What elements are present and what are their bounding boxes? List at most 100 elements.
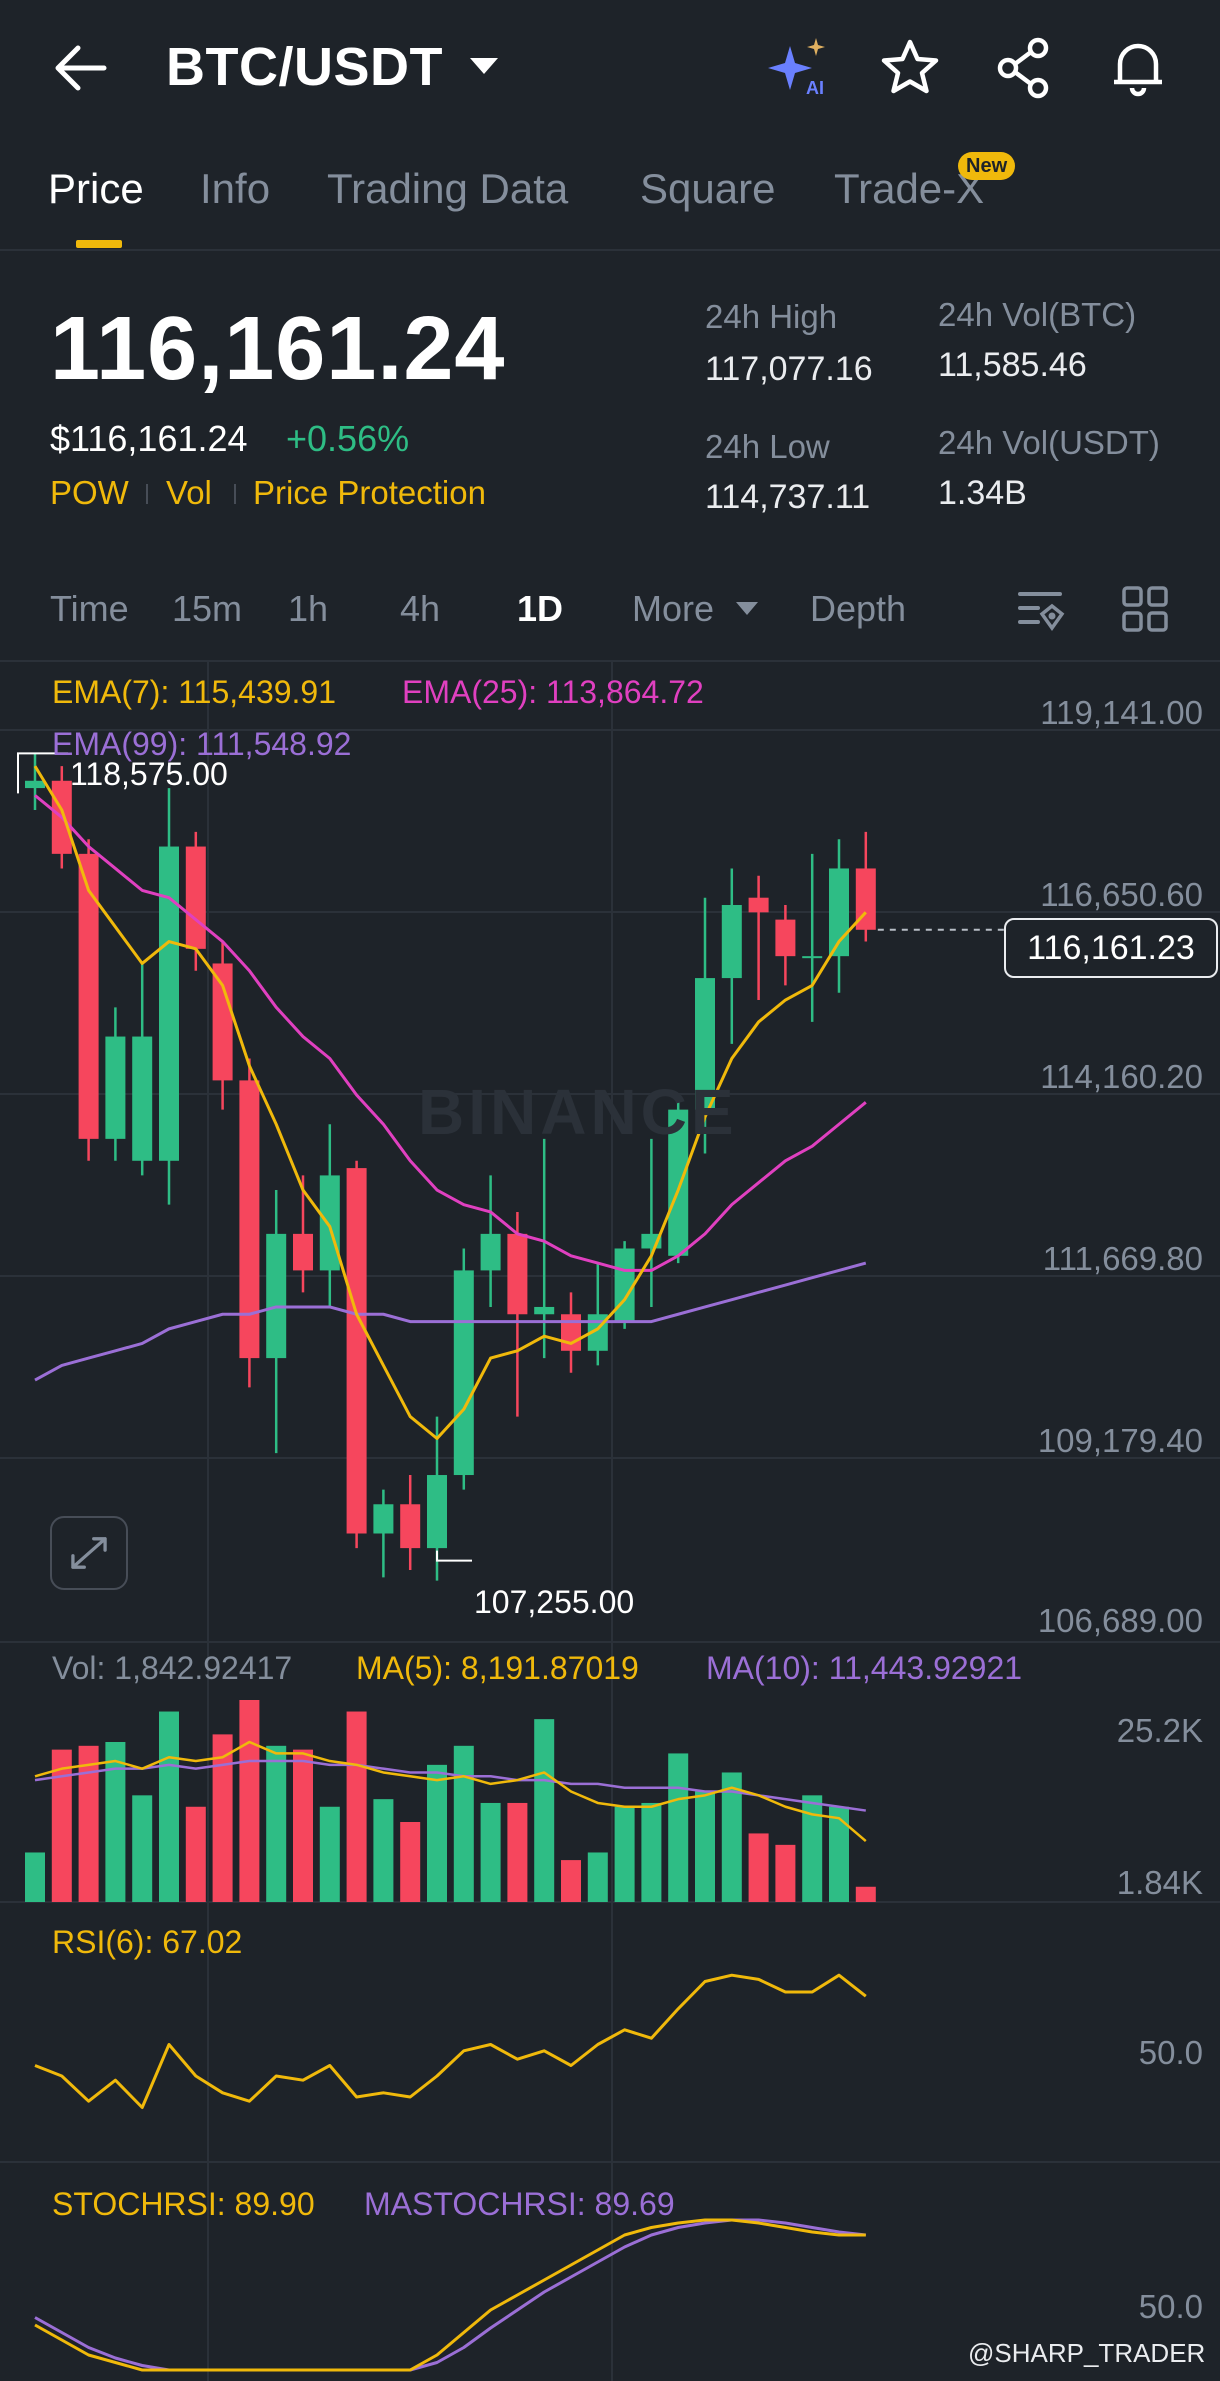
pair-title[interactable]: BTC/USDT bbox=[166, 37, 443, 97]
candle-body bbox=[212, 963, 233, 1081]
stoch-axis-label: 50.0 bbox=[1138, 2288, 1203, 2325]
candle-body bbox=[373, 1504, 394, 1534]
star-icon[interactable] bbox=[878, 36, 942, 100]
candle-body bbox=[453, 1270, 474, 1476]
back-arrow-icon[interactable] bbox=[52, 40, 112, 96]
volume-bar bbox=[239, 1700, 260, 1902]
rsi-axis-label: 50.0 bbox=[1138, 2034, 1203, 2071]
volume-bar bbox=[668, 1753, 689, 1902]
timeframe-4h[interactable]: 4h bbox=[400, 588, 441, 629]
tag-separator bbox=[234, 484, 236, 504]
candle-body bbox=[480, 1233, 501, 1271]
price-change-percent: +0.56% bbox=[286, 418, 410, 459]
author-credit: @SHARP_TRADER bbox=[968, 2338, 1206, 2368]
last-price-marker: 116,161.23 bbox=[1004, 918, 1218, 978]
tab-square[interactable]: Square bbox=[640, 165, 776, 212]
stat-24h-low-label: 24h Low bbox=[705, 428, 830, 465]
volume-bar bbox=[855, 1886, 876, 1902]
ema7-legend: EMA(7): 115,439.91 bbox=[52, 674, 337, 710]
volume-bar bbox=[51, 1749, 72, 1902]
candle-body bbox=[748, 897, 769, 913]
tab-info[interactable]: Info bbox=[200, 165, 271, 212]
stat-24h-vol-btc-label: 24h Vol(BTC) bbox=[938, 296, 1137, 333]
tab-price[interactable]: Price bbox=[48, 165, 144, 212]
volume-bar bbox=[25, 1852, 45, 1902]
low-price-marker: 107,255.00 bbox=[474, 1584, 635, 1620]
candle-body bbox=[855, 868, 876, 930]
timeframe-more[interactable]: More bbox=[632, 588, 715, 629]
layout-grid-icon[interactable] bbox=[1120, 584, 1170, 634]
share-icon[interactable] bbox=[992, 36, 1056, 100]
candle-body bbox=[266, 1233, 287, 1359]
binance-watermark: BINANCE bbox=[418, 1076, 738, 1148]
timeframe-depth[interactable]: Depth bbox=[810, 588, 907, 629]
volume-bar bbox=[159, 1711, 179, 1902]
tag-vol[interactable]: Vol bbox=[166, 474, 212, 511]
pair-dropdown-caret-icon[interactable] bbox=[470, 58, 498, 74]
volume-bar bbox=[587, 1852, 608, 1902]
volume-bar bbox=[695, 1791, 715, 1902]
ma10-line bbox=[34, 1759, 866, 1812]
candle-body bbox=[346, 1168, 367, 1534]
stat-24h-vol-usdt-value: 1.34B bbox=[938, 474, 1027, 512]
high-marker-leader bbox=[17, 752, 68, 794]
last-price-usd: $116,161.24 bbox=[50, 418, 248, 459]
rsi-line bbox=[34, 1973, 867, 2109]
price-axis-label: 111,669.80 bbox=[1042, 1240, 1203, 1277]
candle-body bbox=[239, 1080, 260, 1359]
low-marker-leader bbox=[436, 1550, 472, 1562]
ema25-legend: EMA(25): 113,864.72 bbox=[402, 674, 704, 710]
timeframe-15m[interactable]: 15m bbox=[172, 588, 243, 629]
price-axis-label: 116,650.60 bbox=[1040, 876, 1203, 913]
timeframe-1h[interactable]: 1h bbox=[288, 588, 329, 629]
ma10-legend: MA(10): 11,443.92921 bbox=[706, 1650, 1023, 1686]
price-axis-label: 106,689.00 bbox=[1037, 1602, 1203, 1639]
bell-icon[interactable] bbox=[1106, 36, 1170, 100]
volume-bar bbox=[802, 1795, 823, 1902]
volume-bar bbox=[829, 1806, 849, 1902]
volume-bar bbox=[346, 1711, 367, 1902]
tag-separator bbox=[146, 484, 148, 504]
candle-body bbox=[319, 1175, 340, 1271]
candle-body bbox=[695, 978, 715, 1110]
timeframe-1d[interactable]: 1D bbox=[517, 588, 564, 629]
ai-sparkle-icon[interactable]: AI bbox=[766, 36, 830, 100]
new-badge: New bbox=[958, 152, 1016, 180]
volume-bar bbox=[721, 1772, 742, 1902]
candle-body bbox=[534, 1306, 555, 1315]
ema99-line bbox=[34, 1261, 867, 1382]
volume-bar bbox=[748, 1833, 769, 1902]
candle-body bbox=[507, 1233, 528, 1315]
ma5-line bbox=[34, 1740, 867, 1842]
volume-bar bbox=[400, 1822, 421, 1902]
volume-axis-label: 1.84K bbox=[1116, 1864, 1203, 1901]
tag-pow[interactable]: POW bbox=[50, 474, 129, 511]
expand-fullscreen-icon[interactable] bbox=[50, 1516, 128, 1590]
candle-body bbox=[614, 1248, 635, 1322]
volume-legend: Vol: 1,842.92417 bbox=[52, 1650, 293, 1686]
stochrsi-legend: STOCHRSI: 89.90 bbox=[52, 2186, 315, 2222]
candle-body bbox=[25, 780, 45, 789]
indicator-settings-icon[interactable] bbox=[1016, 584, 1068, 636]
timeframe-time[interactable]: Time bbox=[50, 588, 129, 629]
more-dropdown-caret-icon[interactable] bbox=[736, 602, 758, 615]
tab-trading-data[interactable]: Trading Data bbox=[327, 165, 569, 212]
tag-price-protection[interactable]: Price Protection bbox=[253, 474, 486, 511]
candle-body bbox=[105, 1036, 126, 1139]
volume-bar bbox=[185, 1806, 206, 1902]
timeframe-divider bbox=[0, 660, 1220, 662]
volume-bar bbox=[480, 1802, 501, 1902]
volume-bar bbox=[561, 1860, 581, 1902]
candle-body bbox=[293, 1233, 313, 1271]
ma5-legend: MA(5): 8,191.87019 bbox=[356, 1650, 639, 1686]
volume-bar bbox=[775, 1844, 796, 1902]
stochrsi-line bbox=[34, 2218, 866, 2372]
candle-body bbox=[721, 905, 742, 979]
ema25-line bbox=[34, 794, 867, 1272]
volume-bar bbox=[78, 1745, 99, 1902]
volume-bar bbox=[373, 1799, 394, 1902]
stat-24h-low-value: 114,737.11 bbox=[705, 478, 871, 516]
high-price-marker: 118,575.00 bbox=[70, 756, 228, 792]
volume-bar bbox=[319, 1806, 340, 1902]
